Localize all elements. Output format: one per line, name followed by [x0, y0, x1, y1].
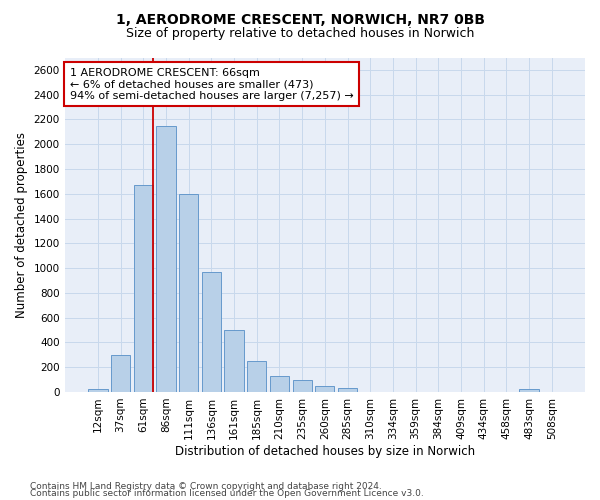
Bar — [315, 386, 334, 392]
Text: 1, AERODROME CRESCENT, NORWICH, NR7 0BB: 1, AERODROME CRESCENT, NORWICH, NR7 0BB — [115, 12, 485, 26]
Bar — [111, 355, 130, 392]
Text: Contains HM Land Registry data © Crown copyright and database right 2024.: Contains HM Land Registry data © Crown c… — [30, 482, 382, 491]
Y-axis label: Number of detached properties: Number of detached properties — [15, 132, 28, 318]
Bar — [134, 185, 153, 392]
Bar — [247, 361, 266, 392]
Text: 1 AERODROME CRESCENT: 66sqm
← 6% of detached houses are smaller (473)
94% of sem: 1 AERODROME CRESCENT: 66sqm ← 6% of deta… — [70, 68, 353, 100]
Bar — [224, 330, 244, 392]
Bar — [88, 390, 107, 392]
Bar — [157, 126, 176, 392]
Bar — [293, 380, 312, 392]
Bar — [270, 376, 289, 392]
Text: Size of property relative to detached houses in Norwich: Size of property relative to detached ho… — [126, 28, 474, 40]
Text: Contains public sector information licensed under the Open Government Licence v3: Contains public sector information licen… — [30, 490, 424, 498]
X-axis label: Distribution of detached houses by size in Norwich: Distribution of detached houses by size … — [175, 444, 475, 458]
Bar — [338, 388, 357, 392]
Bar — [520, 390, 539, 392]
Bar — [179, 194, 199, 392]
Bar — [202, 272, 221, 392]
